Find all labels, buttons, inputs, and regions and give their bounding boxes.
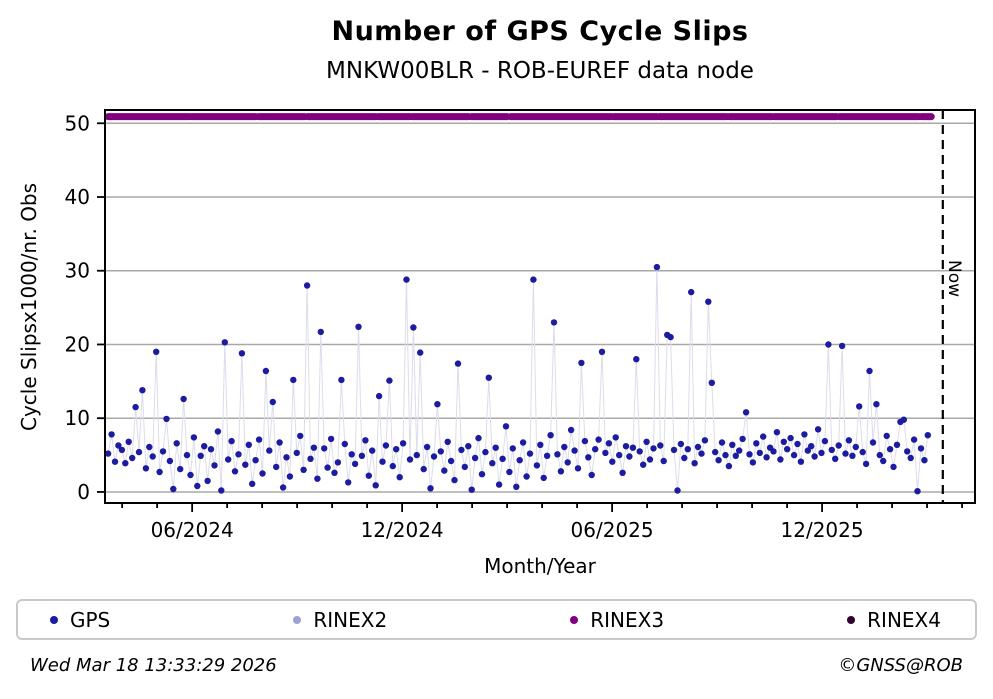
gps-series-markers (104, 263, 931, 495)
svg-text:40: 40 (65, 185, 90, 209)
legend-item-gps: GPS (50, 608, 110, 632)
svg-text:12/2025: 12/2025 (781, 518, 864, 542)
svg-text:20: 20 (65, 332, 90, 356)
axis-ticks (97, 122, 963, 512)
credit-text: ©GNSS@ROB (838, 655, 963, 676)
y-tick-labels: 0 10 20 30 40 50 (65, 111, 90, 504)
rinex4-marker-icon (847, 615, 856, 624)
svg-text:12/2024: 12/2024 (361, 518, 444, 542)
legend-item-rinex3: RINEX3 (570, 608, 664, 632)
chart-subtitle: MNKW00BLR - ROB-EUREF data node (326, 58, 754, 84)
svg-text:30: 30 (65, 259, 90, 283)
x-tick-labels: 06/2024 12/2024 06/2025 12/2025 (151, 518, 864, 542)
x-axis-label: Month/Year (484, 554, 596, 578)
chart-legend: GPS RINEX2 RINEX3 RINEX4 (16, 599, 977, 640)
legend-label-rinex3: RINEX3 (590, 607, 665, 632)
timestamp-text: Wed Mar 18 13:33:29 2026 (30, 655, 277, 676)
plot-border (104, 109, 976, 504)
svg-text:50: 50 (65, 111, 90, 135)
page-title: Number of GPS Cycle Slips (331, 16, 749, 47)
svg-text:06/2025: 06/2025 (571, 518, 654, 542)
rinex3-marker-icon (570, 615, 579, 624)
legend-item-rinex4: RINEX4 (847, 608, 941, 632)
now-label: Now (944, 260, 964, 297)
svg-text:0: 0 (77, 480, 90, 504)
svg-text:10: 10 (65, 406, 90, 430)
rinex2-marker-icon (293, 615, 302, 624)
svg-text:06/2024: 06/2024 (151, 518, 234, 542)
legend-label-rinex4: RINEX4 (867, 607, 941, 632)
legend-label-gps: GPS (70, 607, 111, 632)
gps-marker-icon (50, 615, 58, 624)
legend-label-rinex2: RINEX2 (313, 607, 388, 632)
legend-item-rinex2: RINEX2 (293, 608, 387, 632)
